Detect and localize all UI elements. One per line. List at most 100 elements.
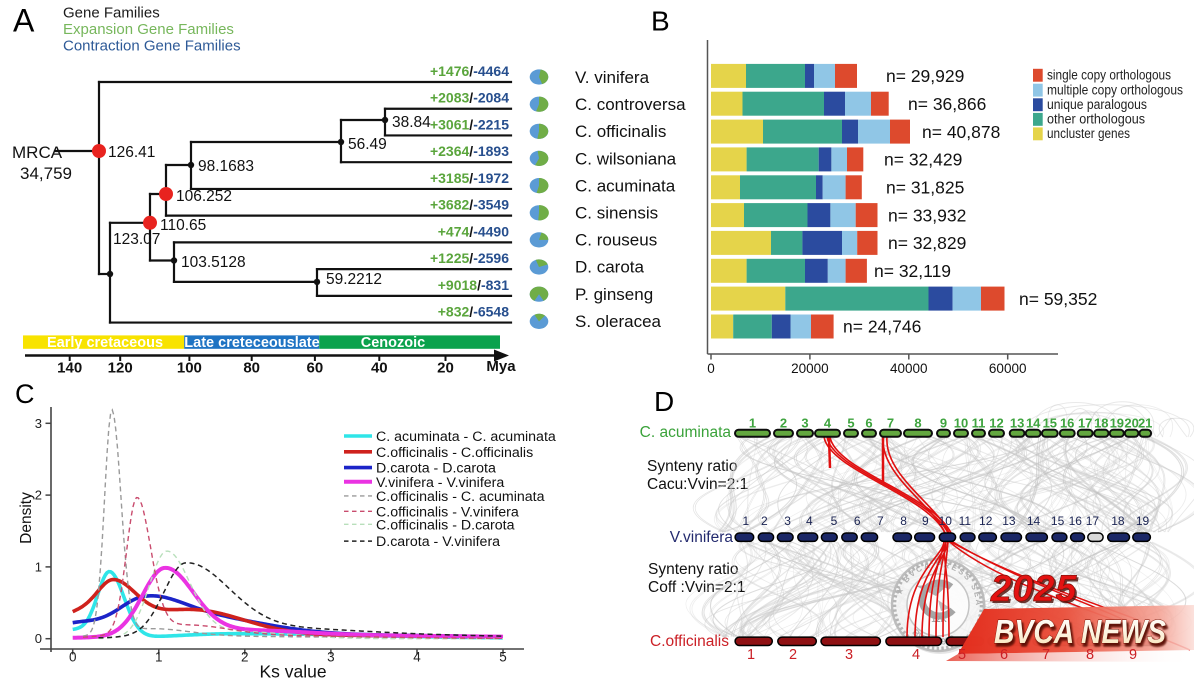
svg-text:BVCA NEWS: BVCA NEWS [994, 613, 1166, 650]
svg-text:120: 120 [108, 360, 133, 377]
svg-text:3: 3 [327, 650, 335, 665]
svg-text:C: C [15, 379, 35, 409]
svg-text:n= 32,829: n= 32,829 [888, 233, 966, 253]
svg-text:12K: 12K [931, 614, 947, 624]
svg-text:V. vinifera: V. vinifera [575, 68, 650, 87]
svg-text:16: 16 [1060, 416, 1074, 431]
svg-text:C.officinalis - C.officinalis: C.officinalis - C.officinalis [376, 445, 533, 461]
svg-text:0: 0 [69, 650, 77, 665]
svg-text:D.carota - V.vinifera: D.carota - V.vinifera [376, 534, 500, 550]
svg-text:n= 40,878: n= 40,878 [922, 122, 1000, 142]
svg-text:4: 4 [912, 647, 920, 663]
svg-text:Synteny ratio: Synteny ratio [648, 561, 738, 578]
svg-text:+1225/-2596: +1225/-2596 [430, 250, 509, 266]
svg-text:C. acuminata - C. acuminata: C. acuminata - C. acuminata [376, 429, 556, 445]
svg-text:n= 32,119: n= 32,119 [874, 261, 951, 281]
svg-text:19: 19 [1136, 514, 1150, 528]
svg-text:9: 9 [1129, 647, 1137, 663]
svg-text:C. acuminata: C. acuminata [575, 176, 676, 195]
svg-text:21: 21 [1138, 416, 1152, 431]
svg-text:Late creteceouslate: Late creteceouslate [184, 335, 319, 351]
svg-text:1: 1 [749, 416, 756, 431]
svg-text:98.1683: 98.1683 [198, 158, 254, 175]
svg-text:8: 8 [900, 514, 907, 528]
svg-text:3: 3 [35, 416, 42, 431]
svg-text:6: 6 [854, 514, 861, 528]
svg-text:10: 10 [954, 416, 968, 431]
svg-text:Gene Families: Gene Families [63, 4, 160, 21]
svg-text:7: 7 [1042, 647, 1050, 663]
svg-text:unique paralogous: unique paralogous [1047, 97, 1147, 112]
svg-text:20: 20 [437, 360, 454, 377]
svg-text:18: 18 [1094, 416, 1108, 431]
svg-text:+1476/-4464: +1476/-4464 [430, 63, 509, 79]
svg-text:13: 13 [1010, 416, 1024, 431]
svg-text:n= 29,929: n= 29,929 [886, 66, 964, 86]
svg-text:12: 12 [979, 514, 993, 528]
svg-text:2: 2 [780, 416, 787, 431]
svg-text:1: 1 [155, 650, 163, 665]
svg-text:14: 14 [1027, 514, 1041, 528]
svg-text:+474/-4490: +474/-4490 [438, 223, 509, 239]
svg-text:2: 2 [241, 650, 249, 665]
svg-text:n= 33,932: n= 33,932 [888, 205, 966, 225]
svg-text:n= 32,429: n= 32,429 [884, 150, 962, 170]
svg-text:34,759: 34,759 [20, 164, 72, 183]
svg-text:126.41: 126.41 [108, 144, 155, 161]
svg-text:Coff :Vvin=2:1: Coff :Vvin=2:1 [648, 579, 746, 596]
svg-text:59.2212: 59.2212 [326, 271, 382, 288]
svg-text:1: 1 [35, 559, 42, 574]
svg-text:110.65: 110.65 [160, 217, 206, 234]
svg-text:16: 16 [1069, 514, 1083, 528]
svg-text:5: 5 [847, 416, 854, 431]
svg-text:5: 5 [958, 647, 966, 663]
svg-text:4: 4 [413, 650, 421, 665]
svg-text:+832/-6548: +832/-6548 [438, 304, 509, 320]
svg-text:single copy orthologous: single copy orthologous [1047, 68, 1171, 83]
svg-text:2: 2 [35, 488, 42, 503]
svg-text:5: 5 [831, 514, 838, 528]
svg-text:C. rouseus: C. rouseus [575, 231, 657, 250]
svg-text:C. wilsoniana: C. wilsoniana [575, 149, 677, 168]
svg-text:18: 18 [1111, 514, 1125, 528]
svg-text:+9018/-831: +9018/-831 [438, 277, 509, 293]
svg-text:123.07: 123.07 [113, 231, 160, 248]
svg-text:4: 4 [806, 514, 813, 528]
svg-text:Density: Density [18, 492, 35, 544]
svg-text:0: 0 [35, 631, 42, 646]
svg-text:11: 11 [959, 514, 972, 528]
svg-text:38.84: 38.84 [392, 114, 431, 131]
svg-text:Cenozoic: Cenozoic [361, 335, 425, 351]
svg-text:11: 11 [972, 416, 986, 431]
svg-text:6: 6 [1000, 647, 1008, 663]
svg-text:multiple copy orthologous: multiple copy orthologous [1047, 83, 1183, 98]
svg-text:Synteny ratio: Synteny ratio [647, 458, 737, 475]
svg-text:A: A [13, 3, 35, 39]
svg-text:Cacu:Vvin=2:1: Cacu:Vvin=2:1 [647, 476, 748, 493]
svg-text:uncluster genes: uncluster genes [1047, 126, 1130, 141]
svg-text:2025: 2025 [990, 568, 1078, 609]
svg-text:7: 7 [887, 416, 894, 431]
svg-text:other orthologous: other orthologous [1047, 112, 1145, 127]
svg-text:13: 13 [1002, 514, 1016, 528]
svg-text:15: 15 [1043, 416, 1057, 431]
svg-text:D: D [654, 386, 674, 417]
svg-text:n= 31,825: n= 31,825 [886, 178, 964, 198]
svg-text:0: 0 [707, 361, 715, 376]
svg-text:3: 3 [784, 514, 791, 528]
svg-text:+3185/-1972: +3185/-1972 [430, 170, 509, 186]
svg-text:C. officinalis: C. officinalis [575, 122, 666, 141]
svg-text:P. ginseng: P. ginseng [575, 285, 653, 304]
svg-text:MRCA: MRCA [12, 143, 63, 162]
svg-text:15: 15 [1051, 514, 1065, 528]
svg-text:5: 5 [499, 650, 507, 665]
svg-text:8: 8 [914, 416, 921, 431]
svg-text:S. oleracea: S. oleracea [575, 312, 662, 331]
svg-text:C.officinalis: C.officinalis [650, 633, 729, 650]
svg-text:10: 10 [939, 514, 953, 528]
svg-text:103.5128: 103.5128 [181, 254, 246, 271]
svg-text:19: 19 [1110, 416, 1124, 431]
svg-text:12: 12 [989, 416, 1003, 431]
svg-text:n= 36,866: n= 36,866 [908, 94, 986, 114]
svg-text:7: 7 [877, 514, 884, 528]
